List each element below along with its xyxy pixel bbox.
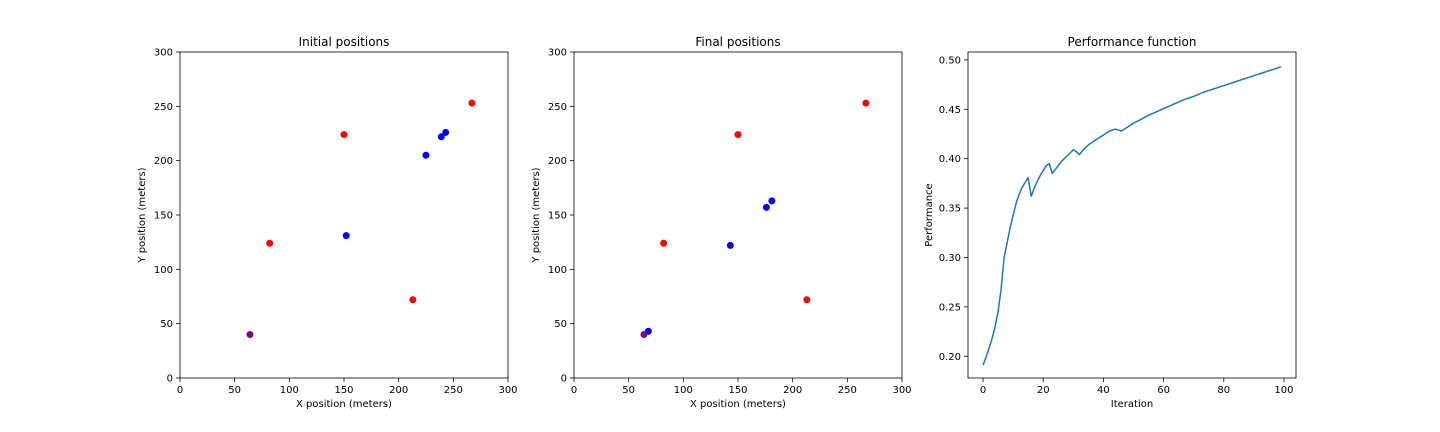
x-tick-label: 20 <box>1037 385 1050 396</box>
x-tick-label: 60 <box>1157 385 1170 396</box>
x-tick-label: 200 <box>783 385 802 396</box>
scatter-point <box>803 296 811 304</box>
y-tick-label: 0.50 <box>939 55 961 66</box>
x-tick-label: 80 <box>1217 385 1230 396</box>
plot-title: Final positions <box>695 35 780 49</box>
plot-frame <box>967 51 1297 379</box>
scatter-point <box>768 197 776 205</box>
x-tick-label: 40 <box>1097 385 1110 396</box>
plot-frame <box>573 51 903 379</box>
scatter-point <box>862 99 870 107</box>
x-tick-label: 150 <box>728 385 747 396</box>
y-tick-label: 200 <box>548 156 567 167</box>
y-tick-label: 100 <box>548 265 567 276</box>
scatter-point <box>762 203 770 211</box>
x-axis-label: X position (meters) <box>296 399 392 410</box>
x-tick-label: 50 <box>228 385 241 396</box>
x-tick-label: 100 <box>674 385 693 396</box>
scatter-point <box>726 241 734 249</box>
scatter-point <box>640 331 648 339</box>
subplot-3: Performance function 0 20 40 60 80 100 0.20 0.25… <box>924 35 1297 410</box>
x-tick-label: 200 <box>389 385 408 396</box>
x-tick-label: 100 <box>280 385 299 396</box>
scatter-point <box>422 151 430 159</box>
scatter-point <box>468 99 476 107</box>
subplot-2: Final positions 0 50 100 150 200 250 300 0 50 100 1… <box>531 35 912 410</box>
x-tick-label: 0 <box>980 385 986 396</box>
series-line <box>982 66 1282 366</box>
plot-title: Performance function <box>1068 35 1197 49</box>
y-tick-label: 0.40 <box>939 154 961 165</box>
y-tick-label: 300 <box>548 48 567 59</box>
y-tick-label: 200 <box>154 156 173 167</box>
y-tick-label: 0.35 <box>939 204 961 215</box>
x-axis-label: Iteration <box>1111 399 1153 410</box>
scatter-point <box>437 133 445 141</box>
y-tick-label: 50 <box>160 319 173 330</box>
scatter-point <box>342 232 350 240</box>
scatter-point <box>442 128 450 136</box>
scatter-point <box>409 296 417 304</box>
x-tick-label: 300 <box>498 385 517 396</box>
y-tick-label: 250 <box>154 102 173 113</box>
y-tick-label: 0 <box>167 374 173 385</box>
y-tick-label: 150 <box>548 211 567 222</box>
x-tick-label: 100 <box>1274 385 1293 396</box>
x-tick-label: 0 <box>177 385 183 396</box>
y-axis-label: Y position (meters) <box>137 167 148 263</box>
x-tick-label: 300 <box>892 385 911 396</box>
y-tick-label: 100 <box>154 265 173 276</box>
scatter-point <box>246 331 254 339</box>
scatter-point <box>660 239 668 247</box>
x-axis-label: X position (meters) <box>690 399 786 410</box>
plot-title: Initial positions <box>299 35 390 49</box>
y-tick-label: 50 <box>554 319 567 330</box>
x-tick-label: 250 <box>444 385 463 396</box>
x-tick-label: 250 <box>838 385 857 396</box>
x-tick-label: 50 <box>622 385 635 396</box>
y-axis-label: Performance <box>924 183 935 246</box>
y-tick-label: 0.20 <box>939 352 961 363</box>
plot-frame <box>179 51 509 379</box>
y-tick-label: 0 <box>561 374 567 385</box>
scatter-point <box>340 131 348 139</box>
y-tick-label: 0.45 <box>939 105 961 116</box>
y-tick-label: 250 <box>548 102 567 113</box>
y-tick-label: 0.25 <box>939 302 961 313</box>
scatter-point <box>734 131 742 139</box>
x-tick-label: 0 <box>571 385 577 396</box>
y-tick-label: 300 <box>154 48 173 59</box>
y-tick-label: 0.30 <box>939 253 961 264</box>
scatter-point <box>266 239 274 247</box>
y-tick-label: 150 <box>154 211 173 222</box>
x-tick-label: 150 <box>334 385 353 396</box>
y-axis-label: Y position (meters) <box>531 167 542 263</box>
subplot-1: Initial positions 0 50 100 150 200 250 300 0 50 10… <box>137 35 518 410</box>
